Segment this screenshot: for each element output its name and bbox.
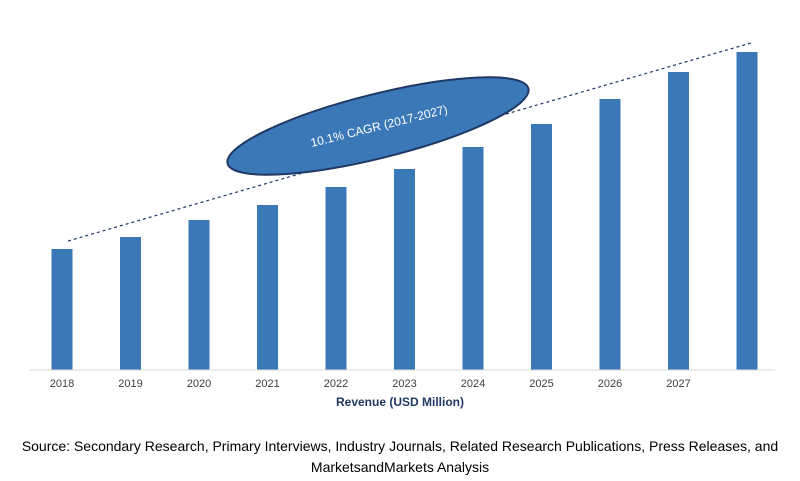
bar-extra-10 (736, 52, 758, 370)
x-tick-label: 2020 (187, 378, 211, 390)
x-tick-label: 2022 (324, 378, 348, 390)
bar-2021 (257, 205, 278, 370)
x-tick-label: 2024 (461, 378, 485, 390)
x-axis-title: Revenue (USD Million) (336, 395, 464, 409)
x-tick-label: 2023 (392, 378, 416, 390)
bar-2019 (120, 237, 141, 370)
bar-2023 (394, 169, 415, 370)
cagr-annotation-ellipse (226, 76, 530, 176)
x-tick-label: 2027 (666, 378, 690, 390)
bar-chart: 2018 2019 2020 2021 2022 2023 2024 2025 2026 2027… (30, 42, 775, 409)
bar-2026 (599, 99, 621, 370)
bar-2018 (51, 249, 73, 370)
x-tick-label: 2021 (255, 378, 279, 390)
bars-group (51, 52, 758, 370)
x-tick-labels: 2018 2019 2020 2021 2022 2023 2024 2025 2026 2027 (50, 378, 691, 390)
bar-2027 (668, 72, 689, 370)
x-tick-label: 2019 (118, 378, 142, 390)
x-tick-label: 2026 (598, 378, 622, 390)
x-tick-label: 2018 (50, 378, 74, 390)
bar-2020 (188, 220, 210, 370)
source-note: Source: Secondary Research, Primary Inte… (21, 438, 779, 475)
x-tick-label: 2025 (529, 378, 553, 390)
bar-2025 (531, 124, 552, 370)
bar-2022 (325, 187, 347, 370)
bar-2024 (462, 147, 484, 370)
